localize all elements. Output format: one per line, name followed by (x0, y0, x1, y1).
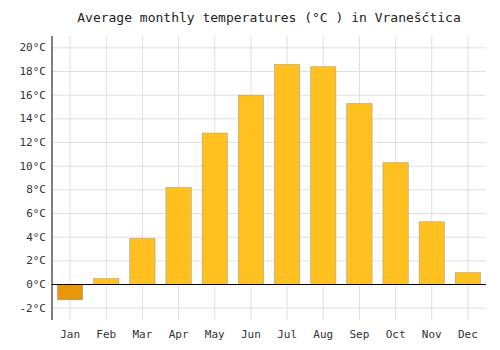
y-grid-line (52, 95, 486, 96)
y-tick-label: 0°C (26, 278, 46, 291)
x-tick-label: Oct (386, 328, 406, 341)
chart-svg: Average monthly temperatures (°C ) in Vr… (0, 0, 500, 350)
x-tick-label: Jul (277, 328, 297, 341)
y-tick-label: 4°C (26, 231, 46, 244)
y-axis-line (52, 36, 53, 320)
y-grid-line (52, 284, 486, 285)
bar (202, 133, 227, 284)
bar (166, 187, 191, 284)
y-grid-line (52, 166, 486, 167)
bar (238, 95, 263, 284)
bars (57, 64, 480, 299)
x-tick-label: Nov (422, 328, 442, 341)
chart-container: Average monthly temperatures (°C ) in Vr… (0, 0, 500, 350)
x-tick-label: Feb (96, 328, 116, 341)
x-tick-label: Jan (60, 328, 80, 341)
bar (455, 273, 480, 285)
y-tick-label: 16°C (20, 89, 47, 102)
y-tick-label: -2°C (20, 302, 47, 315)
x-axis: Jan Feb Mar Apr May Jun Jul Aug Sep Oct Nov Dec (60, 328, 478, 341)
x-tick-label: Mar (132, 328, 152, 341)
bar (347, 103, 372, 284)
y-grid-line (52, 189, 486, 190)
bar (130, 238, 155, 284)
y-tick-label: 14°C (20, 112, 47, 125)
y-tick-label: 20°C (20, 41, 47, 54)
x-tick-label: Dec (458, 328, 478, 341)
y-grid-line (52, 308, 486, 309)
y-tick-label: 2°C (26, 254, 46, 267)
y-grid-line (52, 71, 486, 72)
x-tick-label: Jun (241, 328, 261, 341)
bar (274, 64, 299, 284)
y-grid-line (52, 142, 486, 143)
bar (419, 222, 444, 285)
x-grid-line (106, 36, 107, 320)
y-tick-label: 10°C (20, 160, 47, 173)
y-tick-label: 18°C (20, 65, 47, 78)
x-grid-line (70, 36, 71, 320)
x-tick-label: Apr (169, 328, 189, 341)
zero-line (52, 284, 486, 285)
x-tick-label: Aug (313, 328, 333, 341)
grid (52, 36, 486, 320)
bar (311, 67, 336, 285)
y-axis: -2°C 0°C 2°C 4°C 6°C 8°C 10°C 12°C 14°C 16°C 18°C 2… (20, 41, 47, 314)
y-grid-line (52, 118, 486, 119)
y-tick-label: 12°C (20, 136, 47, 149)
bar (57, 285, 82, 300)
y-grid-line (52, 47, 486, 48)
x-tick-label: May (205, 328, 225, 341)
bar (94, 279, 119, 285)
y-grid-line (52, 213, 486, 214)
y-tick-label: 8°C (26, 183, 46, 196)
bar (383, 163, 408, 285)
title: Average monthly temperatures (°C ) in Vr… (77, 10, 461, 25)
x-tick-label: Sep (349, 328, 369, 341)
y-tick-label: 6°C (26, 207, 46, 220)
